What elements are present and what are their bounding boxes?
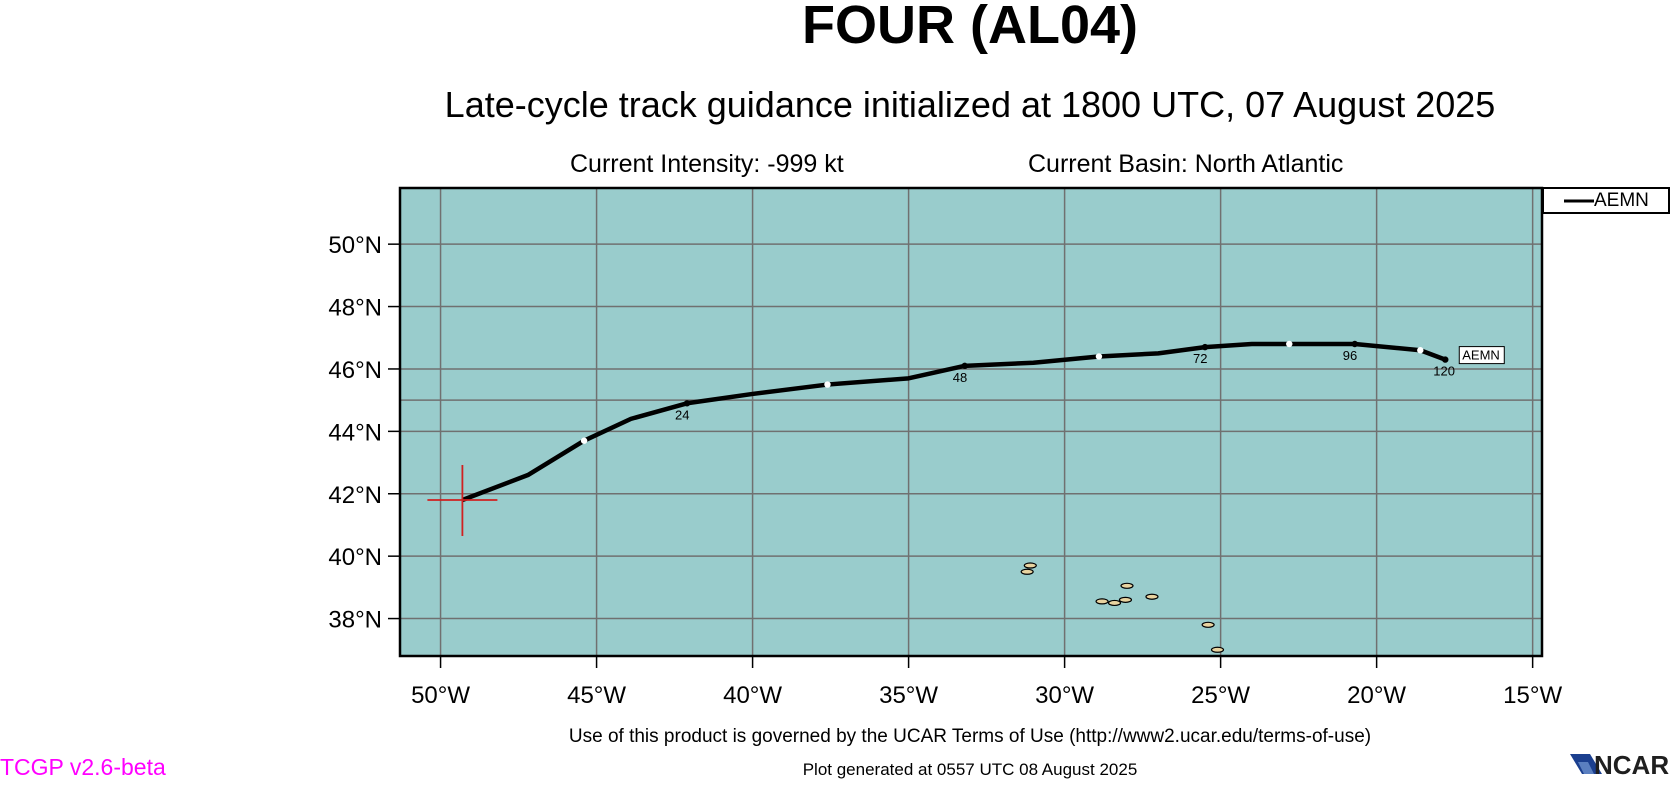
version-label: TCGP v2.6-beta xyxy=(0,754,166,780)
track-marker xyxy=(1442,356,1449,363)
track-marker xyxy=(683,400,691,407)
current-basin: Current Basin: North Atlantic xyxy=(1028,150,1344,178)
graticule xyxy=(400,188,1542,656)
track-marker xyxy=(1351,340,1358,348)
lon-tick-label: 25°W xyxy=(1191,682,1250,709)
track-layer: 24 48 72 96 120 AEMN xyxy=(461,340,1505,503)
lon-tick-label: 50°W xyxy=(411,682,470,709)
chart-title: FOUR (AL04) xyxy=(802,0,1138,55)
track-marker xyxy=(824,381,831,388)
lon-tick-label: 35°W xyxy=(879,682,938,709)
map-frame xyxy=(398,186,1544,658)
chart-subtitle: Late-cycle track guidance initialized at… xyxy=(444,84,1496,125)
lat-tick-label: 48°N xyxy=(328,295,382,322)
ncar-logo: NCAR xyxy=(1568,748,1673,780)
lon-tick-label: 40°W xyxy=(723,682,782,709)
lat-tick-label: 42°N xyxy=(328,482,382,509)
forecast-hour-label: 96 xyxy=(1343,348,1357,363)
forecast-hour-label: 72 xyxy=(1193,351,1207,366)
current-position-marker xyxy=(427,465,498,536)
lon-tick-label: 30°W xyxy=(1035,682,1094,709)
ncar-logo-icon xyxy=(1570,754,1602,774)
plot-generated-time: Plot generated at 0557 UTC 08 August 202… xyxy=(802,760,1138,779)
current-intensity: Current Intensity: -999 kt xyxy=(570,150,844,178)
lat-tick-label: 40°N xyxy=(328,544,382,571)
track-end-label-box xyxy=(1458,346,1505,365)
island xyxy=(1201,621,1215,628)
legend-line-icon xyxy=(1564,199,1594,203)
track-line-aemn xyxy=(461,341,1447,503)
track-marker xyxy=(1201,343,1209,351)
legend: AEMN xyxy=(1542,187,1670,214)
island xyxy=(1120,582,1134,589)
track-marker xyxy=(1286,340,1293,348)
island xyxy=(1107,599,1122,607)
lon-tick-label: 20°W xyxy=(1347,682,1406,709)
island xyxy=(1020,568,1034,575)
azores-islands xyxy=(1020,562,1225,653)
lon-tick-label: 15°W xyxy=(1503,682,1562,709)
forecast-hour-label: 120 xyxy=(1433,364,1455,379)
track-end-label: AEMN xyxy=(1462,348,1500,363)
track-marker xyxy=(580,437,588,444)
track-marker xyxy=(1095,353,1103,360)
lon-tick-label: 45°W xyxy=(567,682,626,709)
map-ocean xyxy=(400,188,1542,656)
legend-item-aemn: AEMN xyxy=(1594,190,1649,211)
forecast-hour-label: 24 xyxy=(675,407,689,422)
island xyxy=(1145,593,1159,600)
island xyxy=(1095,598,1109,605)
lat-tick-label: 44°N xyxy=(328,419,382,446)
terms-of-use: Use of this product is governed by the U… xyxy=(568,726,1372,747)
island xyxy=(1023,562,1037,569)
lat-tick-label: 38°N xyxy=(328,607,382,634)
island xyxy=(1118,596,1133,603)
island xyxy=(1210,646,1225,653)
ncar-logo-text: NCAR xyxy=(1594,750,1670,780)
lat-tick-label: 50°N xyxy=(328,232,382,259)
track-marker xyxy=(1417,347,1424,354)
lat-tick-label: 46°N xyxy=(328,357,382,384)
forecast-hour-label: 48 xyxy=(953,370,967,385)
track-marker xyxy=(961,362,968,370)
axis-labels: 50°N 48°N 46°N 44°N 42°N 40°N 38°N 50°W 45°W 40°W… xyxy=(328,232,1562,709)
